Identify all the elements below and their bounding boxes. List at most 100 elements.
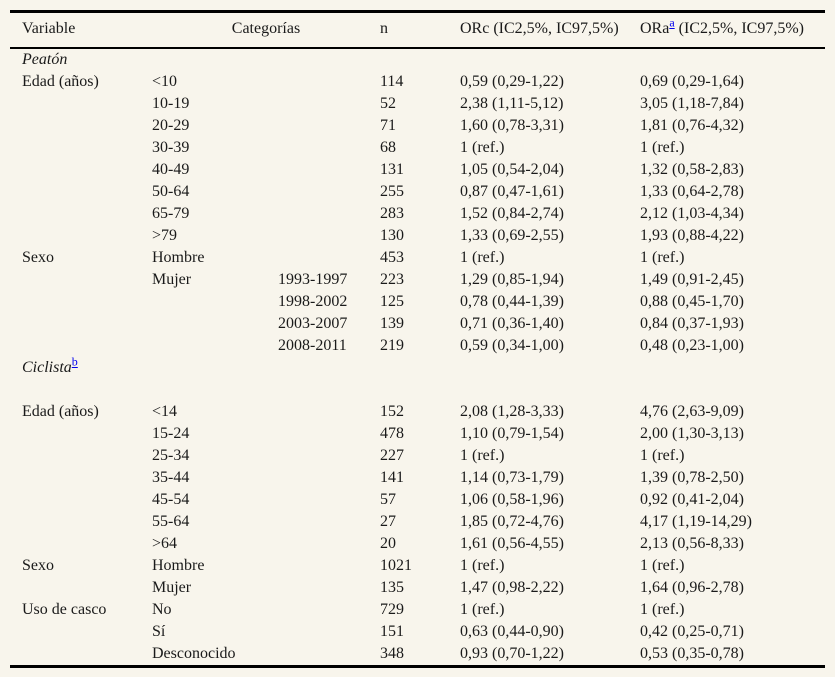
cell-variable (10, 489, 152, 511)
cell-orc: 1,52 (0,84-2,74) (460, 205, 564, 222)
odds-ratio-table: Variable Categorías n ORc (IC2,5%, IC97,… (10, 10, 825, 668)
cell-n: 27 (380, 513, 396, 530)
cell-orc: 1,60 (0,78-3,31) (460, 117, 564, 134)
cell-n: 283 (380, 205, 404, 222)
cell-orc: 1,33 (0,69-2,55) (460, 227, 564, 244)
cell-n: 255 (380, 183, 404, 200)
table-row: >64 20 1,61 (0,56-4,55) 2,13 (0,56-8,33) (10, 533, 825, 555)
cell-ora: 1 (ref.) (640, 139, 685, 156)
cell-orc: 1,61 (0,56-4,55) (460, 535, 564, 552)
cell-categoria: 65-79 (152, 205, 190, 222)
table-row: 30-39 68 1 (ref.) 1 (ref.) (10, 137, 825, 159)
cell-categoria: Hombre (152, 249, 205, 266)
section-header-row: Peatón (10, 48, 825, 71)
cell-variable (10, 533, 152, 555)
cell-ora: 3,05 (1,18-7,84) (640, 95, 744, 112)
cell-variable (10, 313, 152, 335)
cell-orc: 1,14 (0,73-1,79) (460, 469, 564, 486)
cell-sub (278, 423, 380, 445)
footnote-a-link[interactable]: a (669, 15, 675, 30)
cell-categoria: <14 (152, 403, 178, 420)
table-row: Sexo Hombre 453 1 (ref.) 1 (ref.) (10, 247, 825, 269)
cell-sub (278, 555, 380, 577)
cell-orc: 1,10 (0,79-1,54) (460, 425, 564, 442)
table-row: 35-44 141 1,14 (0,73-1,79) 1,39 (0,78-2,50) (10, 467, 825, 489)
table-row: Desconocido 348 0,93 (0,70-1,22) 0,53 (0,35… (10, 643, 825, 667)
cell-categoria: Mujer (152, 271, 192, 288)
cell-ora: 0,88 (0,45-1,70) (640, 293, 744, 310)
cell-n: 125 (380, 293, 404, 310)
spacer-cell (10, 379, 825, 401)
cell-n: 135 (380, 579, 404, 596)
cell-ora: 1 (ref.) (640, 557, 685, 574)
cell-sub (278, 93, 380, 115)
cell-ora: 1,32 (0,58-2,83) (640, 161, 744, 178)
cell-orc: 1 (ref.) (460, 557, 505, 574)
cell-ora: 1,81 (0,76-4,32) (640, 117, 744, 134)
table-row: 20-29 71 1,60 (0,78-3,31) 1,81 (0,76-4,32) (10, 115, 825, 137)
cell-n: 348 (380, 645, 404, 662)
cell-variable (10, 225, 152, 247)
cell-variable: Sexo (22, 249, 54, 266)
table-row: Sexo Hombre 1021 1 (ref.) 1 (ref.) (10, 555, 825, 577)
table-row: 1998-2002 125 0,78 (0,44-1,39) 0,88 (0,45-1… (10, 291, 825, 313)
cell-n: 219 (380, 337, 404, 354)
cell-categoria: 30-39 (152, 139, 190, 156)
cell-orc: 0,93 (0,70-1,22) (460, 645, 564, 662)
cell-ora: 1 (ref.) (640, 447, 685, 464)
cell-n: 130 (380, 227, 404, 244)
table-row: 2003-2007 139 0,71 (0,36-1,40) 0,84 (0,37-1… (10, 313, 825, 335)
cell-sub (278, 71, 380, 93)
cell-ora: 1,49 (0,91-2,45) (640, 271, 744, 288)
cell-sub (278, 159, 380, 181)
spacer-row (10, 379, 825, 401)
cell-orc: 1,29 (0,85-1,94) (460, 271, 564, 288)
table-row: Uso de casco No 729 1 (ref.) 1 (ref.) (10, 599, 825, 621)
cell-sub (278, 643, 380, 667)
footnote-b-link[interactable]: b (71, 354, 78, 369)
section-title: Peatón (22, 51, 68, 68)
cell-categoria: 10-19 (152, 95, 190, 112)
cell-sub: 2008-2011 (278, 337, 347, 354)
header-ora-ci: (IC2,5%, IC97,5%) (674, 20, 804, 37)
results-table-container: Variable Categorías n ORc (IC2,5%, IC97,… (10, 10, 825, 668)
cell-sub (278, 115, 380, 137)
cell-categoria (152, 313, 278, 335)
cell-n: 52 (380, 95, 396, 112)
cell-categoria: 55-64 (152, 513, 190, 530)
header-categorias: Categorías (152, 11, 380, 49)
cell-variable: Edad (años) (22, 73, 99, 90)
cell-sub (278, 445, 380, 467)
cell-ora: 2,13 (0,56-8,33) (640, 535, 744, 552)
cell-sub (278, 225, 380, 247)
cell-orc: 0,59 (0,34-1,00) (460, 337, 564, 354)
cell-n: 151 (380, 623, 404, 640)
cell-n: 1021 (380, 557, 412, 574)
section-title-cell: Ciclistab (10, 354, 825, 379)
cell-n: 453 (380, 249, 404, 266)
cell-orc: 1 (ref.) (460, 249, 505, 266)
cell-orc: 0,63 (0,44-0,90) (460, 623, 564, 640)
cell-sub (278, 621, 380, 643)
table-header: Variable Categorías n ORc (IC2,5%, IC97,… (10, 11, 825, 49)
cell-sub (278, 137, 380, 159)
header-ora: ORaa (IC2,5%, IC97,5%) (640, 11, 825, 49)
cell-orc: 1 (ref.) (460, 447, 505, 464)
cell-categoria: >64 (152, 535, 178, 552)
cell-variable: Edad (años) (22, 403, 99, 420)
cell-n: 131 (380, 161, 404, 178)
cell-n: 478 (380, 425, 404, 442)
cell-n: 729 (380, 601, 404, 618)
section-header-row: Ciclistab (10, 354, 825, 379)
cell-sub (278, 467, 380, 489)
cell-categoria: 25-34 (152, 447, 190, 464)
cell-variable (10, 93, 152, 115)
cell-sub (278, 203, 380, 225)
cell-categoria (152, 291, 278, 313)
cell-categoria: 15-24 (152, 425, 190, 442)
cell-n: 20 (380, 535, 396, 552)
cell-categoria: Hombre (152, 557, 205, 574)
cell-variable (10, 269, 152, 291)
cell-sub: 2003-2007 (278, 315, 348, 332)
cell-orc: 2,08 (1,28-3,33) (460, 403, 564, 420)
